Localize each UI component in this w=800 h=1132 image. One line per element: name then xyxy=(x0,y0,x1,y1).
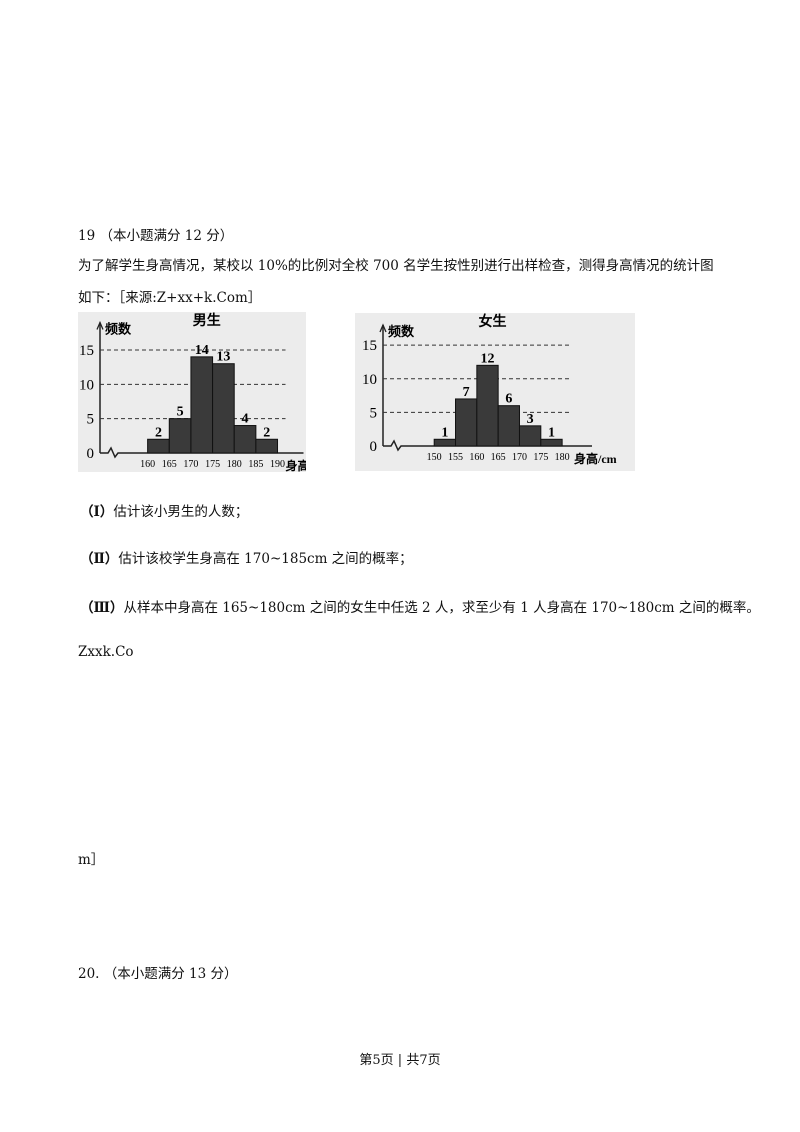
note: Zxxk.Co xyxy=(78,644,134,660)
x-tick-label: 160 xyxy=(469,452,484,463)
part-label: （Ⅲ） xyxy=(80,600,124,616)
part-label: （Ⅱ） xyxy=(80,551,119,567)
data-label: 4 xyxy=(242,412,249,427)
part-text: 估计该校学生身高在 170~185cm 之间的概率； xyxy=(118,551,413,567)
y-tick-label: 5 xyxy=(87,412,95,428)
bar xyxy=(190,356,214,454)
x-tick-label: 165 xyxy=(491,452,506,463)
bar xyxy=(147,438,170,454)
bar xyxy=(433,438,457,447)
x-tick-label: 185 xyxy=(248,459,263,470)
y-axis-label: 频数 xyxy=(105,322,132,337)
bar xyxy=(212,363,235,454)
chart-title: 女生 xyxy=(479,313,507,330)
part-text: 估计该小男生的人数； xyxy=(113,504,249,520)
bar xyxy=(540,438,563,447)
chart-title: 男生 xyxy=(193,312,221,329)
data-label: 2 xyxy=(155,425,162,440)
part-label: （Ⅰ） xyxy=(80,504,114,520)
note: m］ xyxy=(78,852,105,868)
question-heading: 20. （本小题满分 13 分） xyxy=(78,966,238,982)
data-label: 5 xyxy=(177,405,184,420)
y-tick-label: 15 xyxy=(79,343,94,359)
data-label: 6 xyxy=(505,392,512,407)
y-axis-label: 频数 xyxy=(388,324,415,339)
y-tick-label: 15 xyxy=(362,338,377,354)
data-label: 1 xyxy=(441,425,448,440)
x-tick-label: 170 xyxy=(512,452,527,463)
data-label: 2 xyxy=(263,425,270,440)
x-tick-label: 170 xyxy=(183,459,198,470)
x-tick-label: 165 xyxy=(162,459,177,470)
question-heading: 19 （本小题满分 12 分） xyxy=(78,228,234,244)
y-tick-label: 0 xyxy=(87,446,95,462)
y-axis-arrow xyxy=(379,323,387,333)
y-tick-label: 5 xyxy=(370,405,378,421)
bar xyxy=(518,425,542,447)
question-part: （Ⅰ）估计该小男生的人数； xyxy=(80,500,248,520)
question-part: （Ⅱ）估计该校学生身高在 170~185cm 之间的概率； xyxy=(80,547,413,567)
bar xyxy=(233,425,257,454)
data-label: 1 xyxy=(548,425,555,440)
y-tick-label: 10 xyxy=(79,377,94,393)
data-label: 12 xyxy=(481,351,495,366)
data-label: 13 xyxy=(216,350,230,365)
bar xyxy=(497,405,520,447)
data-label: 14 xyxy=(195,343,209,358)
x-axis xyxy=(383,439,592,452)
question-part: （Ⅲ）从样本中身高在 165~180cm 之间的女生中任选 2 人，求至少有 1… xyxy=(80,596,760,616)
x-tick-label: 175 xyxy=(533,452,548,463)
footer: 第5页 | 共7页 xyxy=(359,1053,441,1068)
x-axis-label: 身高/cm xyxy=(574,451,617,466)
data-label: 7 xyxy=(463,385,470,400)
y-axis-arrow xyxy=(96,320,104,330)
bar xyxy=(168,418,192,454)
x-tick-label: 160 xyxy=(140,459,155,470)
x-tick-label: 180 xyxy=(227,459,242,470)
x-axis-label: 身高/cm xyxy=(286,458,307,472)
x-tick-label: 150 xyxy=(427,452,442,463)
bar xyxy=(476,364,499,447)
data-label: 3 xyxy=(527,412,534,427)
question-intro: 如下：［来源:Z+xx+k.Com］ xyxy=(78,290,262,306)
y-tick-label: 10 xyxy=(362,372,377,388)
bar xyxy=(455,398,478,447)
part-text: 从样本中身高在 165~180cm 之间的女生中任选 2 人，求至少有 1 人身… xyxy=(123,600,760,616)
question-intro: 为了解学生身高情况，某校以 10%的比例对全校 700 名学生按性别进行出样检查… xyxy=(78,258,714,274)
x-tick-label: 155 xyxy=(448,452,463,463)
x-tick-label: 180 xyxy=(555,452,570,463)
y-tick-label: 0 xyxy=(370,439,378,455)
x-tick-label: 175 xyxy=(205,459,220,470)
bar xyxy=(255,438,279,454)
x-tick-label: 190 xyxy=(270,459,285,470)
